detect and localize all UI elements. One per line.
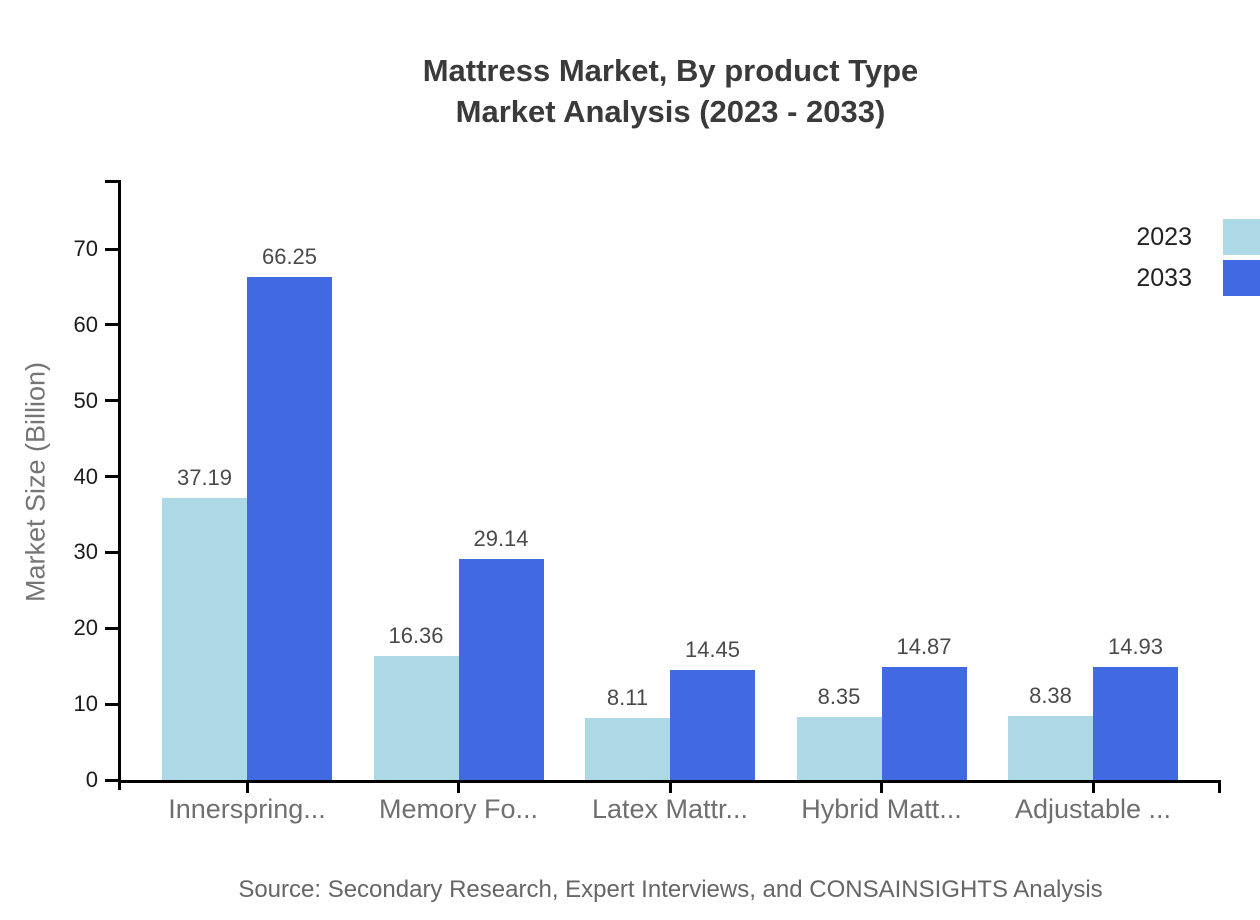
2033-bar-2 (458, 558, 544, 780)
2033-bar-1 (247, 277, 332, 780)
category-label: Innerspring... (168, 794, 326, 824)
value-label: 37.19 (176, 464, 233, 490)
category-tick (880, 780, 883, 793)
y-tick-label: 0 (85, 767, 98, 792)
x-axis-right-cap (1218, 780, 1221, 793)
2023-bar-5 (1008, 716, 1093, 780)
value-label: 8.35 (817, 683, 861, 709)
category-tick (1091, 780, 1095, 793)
chart-title: Mattress Market, By product Type Market … (120, 50, 1221, 132)
legend-label-2033: 2033 (1136, 264, 1192, 292)
y-tick-label: 30 (73, 539, 98, 565)
legend-label-2023: 2023 (1136, 223, 1192, 251)
y-tick (105, 702, 119, 706)
value-label: 8.38 (1029, 683, 1072, 709)
category-label: Adjustable ... (1014, 794, 1172, 824)
source-note: Source: Secondary Research, Expert Inter… (238, 876, 1103, 903)
value-label: 16.36 (388, 622, 444, 648)
value-label: 29.14 (473, 525, 529, 551)
y-tick-label: 70 (73, 236, 98, 261)
chart-title-line2: Market Analysis (2023 - 2033) (455, 94, 886, 129)
y-tick-label: 10 (73, 691, 98, 717)
2023-bar-3 (585, 718, 670, 780)
value-label: 8.11 (606, 685, 649, 711)
value-label: 66.25 (261, 244, 318, 270)
2023-bar-2 (373, 655, 459, 780)
y-axis-spine (118, 181, 121, 790)
2023-bar-4 (796, 716, 882, 780)
category-label: Latex Mattr... (591, 794, 749, 824)
y-axis-top-cap (105, 180, 121, 183)
y-tick-label: 40 (73, 463, 98, 489)
y-tick (105, 399, 119, 403)
2023-bar-1 (162, 497, 247, 780)
category-tick (245, 780, 249, 793)
value-label: 14.93 (1107, 633, 1164, 659)
2033-bar-3 (670, 670, 755, 780)
category-label: Memory Fo... (378, 794, 539, 824)
y-tick (105, 778, 119, 782)
2033-bar-5 (1093, 666, 1178, 780)
category-tick (668, 780, 672, 793)
chart-title-line1: Mattress Market, By product Type (422, 53, 919, 88)
y-tick-label: 20 (73, 615, 98, 641)
category-label: Hybrid Matt... (801, 794, 962, 824)
y-tick (105, 323, 119, 327)
value-label: 14.45 (684, 637, 741, 663)
y-tick-label: 50 (73, 387, 98, 413)
y-tick (105, 247, 119, 251)
y-tick (105, 550, 119, 554)
legend-swatch-2023 (1223, 219, 1260, 255)
value-label: 14.87 (896, 634, 952, 660)
2033-bar-4 (881, 667, 967, 780)
y-tick-label: 60 (73, 311, 98, 337)
y-tick (105, 475, 119, 479)
category-tick (457, 780, 460, 793)
y-tick (105, 626, 119, 630)
legend-swatch-2033 (1223, 260, 1260, 296)
